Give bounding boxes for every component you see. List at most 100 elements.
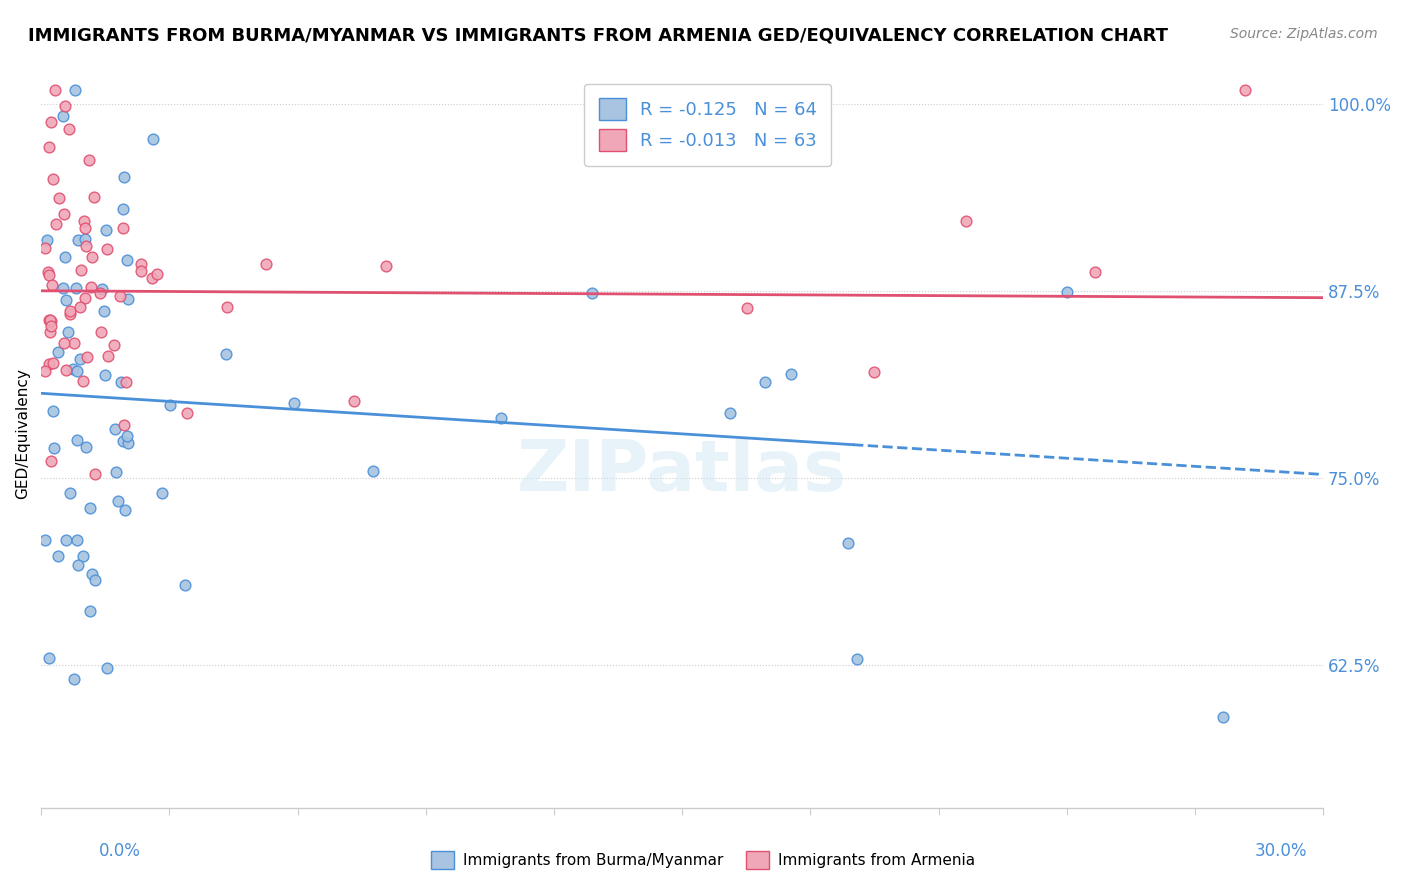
Point [38,139,60,153]
Point [142,131,165,145]
Point [59,486,82,500]
Point [41,115,63,129]
Point [62,361,84,376]
Point [45,217,67,231]
Point [955,214,977,228]
Point [131,264,153,278]
Point [72,549,94,563]
Point [90,282,112,296]
Point [93,304,115,318]
Point [141,270,163,285]
Point [62,336,84,351]
Point [53,207,76,221]
Y-axis label: GED/Equivalency: GED/Equivalency [15,368,30,499]
Point [215,300,238,314]
Point [94,368,117,383]
Point [53,99,76,113]
Point [94,222,117,236]
Point [129,257,152,271]
Point [112,169,135,184]
Point [159,398,181,412]
Point [38,312,60,326]
Point [75,440,97,454]
Point [146,267,169,281]
Point [53,250,76,264]
Point [114,502,136,516]
Text: Source: ZipAtlas.com: Source: ZipAtlas.com [1230,27,1378,41]
Point [83,190,105,204]
Point [114,418,136,433]
Point [46,345,69,359]
Point [34,364,56,378]
Point [1084,265,1107,279]
Point [173,577,195,591]
Point [70,262,93,277]
Legend: Immigrants from Burma/Myanmar, Immigrants from Armenia: Immigrants from Burma/Myanmar, Immigrant… [425,845,981,875]
Point [754,375,776,389]
Point [39,454,62,468]
Point [84,467,107,482]
Point [73,214,96,228]
Point [80,280,103,294]
Point [55,363,77,377]
Point [41,172,63,186]
Point [79,604,101,618]
Point [89,285,111,300]
Point [37,233,59,247]
Point [59,304,82,318]
Point [108,289,131,303]
Point [115,428,138,442]
Point [65,82,87,96]
Point [42,356,65,370]
Point [52,281,75,295]
Point [38,268,60,282]
Point [103,338,125,352]
Point [718,406,741,420]
Point [215,347,238,361]
Point [41,277,63,292]
Point [66,364,89,378]
Point [79,501,101,516]
Point [67,233,90,247]
Point [44,82,66,96]
Point [283,396,305,410]
Point [75,239,97,253]
Point [42,441,65,455]
Point [37,264,59,278]
Point [375,259,398,273]
Point [737,301,759,315]
Point [77,153,100,167]
Point [69,300,91,314]
Point [59,307,82,321]
Point [34,241,56,255]
Point [66,533,89,548]
Point [117,292,139,306]
Point [254,257,277,271]
Point [56,326,79,340]
Point [39,319,62,334]
Point [581,285,603,300]
Point [1056,285,1078,300]
Legend: R = -0.125   N = 64, R = -0.013   N = 63: R = -0.125 N = 64, R = -0.013 N = 63 [583,84,831,166]
Point [111,221,134,235]
Point [55,533,77,547]
Point [117,436,139,450]
Point [363,465,385,479]
Point [42,404,65,418]
Point [152,486,174,500]
Point [110,376,132,390]
Point [846,652,869,666]
Text: ZIPatlas: ZIPatlas [517,436,848,506]
Point [38,313,60,327]
Point [96,661,118,675]
Point [83,573,105,587]
Point [55,293,77,307]
Point [52,335,75,350]
Point [115,376,138,390]
Text: IMMIGRANTS FROM BURMA/MYANMAR VS IMMIGRANTS FROM ARMENIA GED/EQUIVALENCY CORRELA: IMMIGRANTS FROM BURMA/MYANMAR VS IMMIGRA… [28,27,1168,45]
Point [862,365,884,379]
Point [111,202,134,216]
Point [97,349,120,363]
Point [38,357,60,371]
Point [96,243,118,257]
